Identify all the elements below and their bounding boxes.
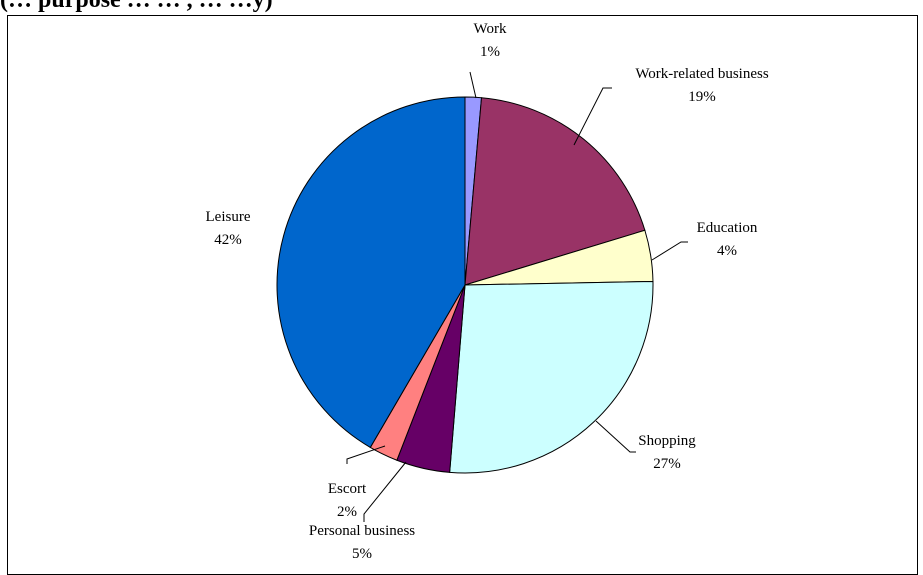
slice-percent-label: 1% [480,44,500,60]
leader-line [469,71,477,99]
pie-slice-work-related-business [464,97,646,286]
slice-name-label: Work [474,21,507,37]
slice-name-label: Personal business [309,523,415,539]
slice-percent-label: 19% [688,89,716,105]
slice-name-label: Shopping [638,433,696,449]
slice-name-label: Escort [328,481,367,497]
slice-percent-label: 2% [337,504,357,520]
slice-percent-label: 5% [352,546,372,562]
slice-name-label: Leisure [206,209,251,225]
chart-title-clipped: (… purpose … … , … …y) [0,0,273,13]
slice-name-label: Work-related business [635,66,769,82]
slice-percent-label: 4% [717,243,737,259]
leader-line [651,241,688,261]
pie-slice-shopping [449,280,654,474]
leader-line [363,461,407,522]
leader-line [573,87,612,146]
pie-slice-leisure [276,96,466,449]
leader-line [346,445,386,464]
leader-line [595,420,636,453]
slice-name-label: Education [697,220,758,236]
slice-percent-label: 42% [214,232,242,248]
slice-percent-label: 27% [653,456,681,472]
